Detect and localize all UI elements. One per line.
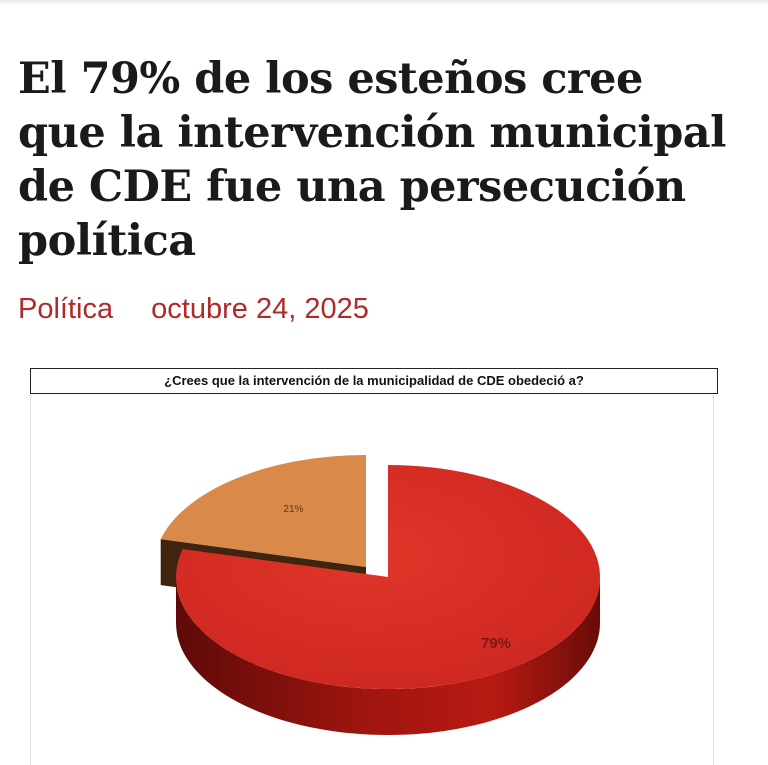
chart-title: ¿Crees que la intervención de la municip… [30,368,718,394]
slice-top-1 [160,455,366,567]
article-title: El 79% de los esteños cree que la interv… [18,54,726,266]
top-strip [0,0,768,6]
article-meta: Política octubre 24, 2025 [18,293,369,326]
slice-side-0 [176,576,600,735]
category-link[interactable]: Política [18,293,114,325]
slice-label-1: 21% [283,504,303,515]
chart-frame [30,395,714,765]
publish-date: octubre 24, 2025 [151,293,369,325]
slice-label-0: 79% [481,635,511,652]
slice-top-0 [176,464,601,690]
